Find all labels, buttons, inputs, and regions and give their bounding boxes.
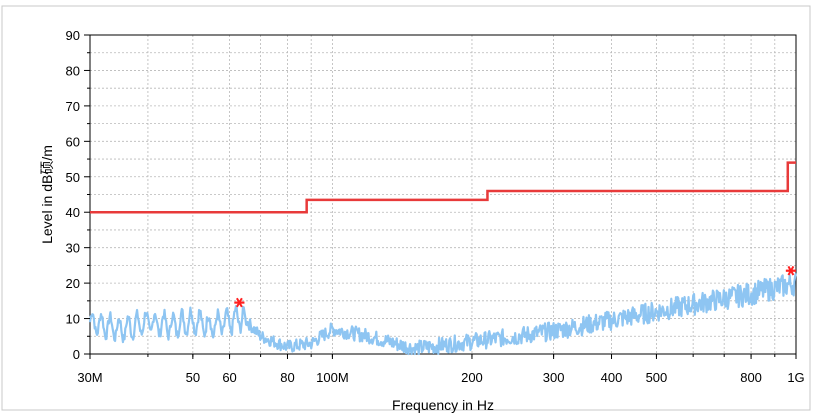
peak-marker	[785, 265, 796, 276]
y-axis: 0 10 20 30 40 50 60 70 80 90	[66, 28, 90, 362]
peak-marker	[234, 297, 245, 308]
x-tick-label: 500	[646, 370, 668, 385]
x-tick-label: 50	[186, 370, 200, 385]
y-tick-label: 20	[66, 276, 80, 291]
x-axis-label: Frequency in Hz	[392, 397, 494, 413]
x-tick-label: 1G	[787, 370, 804, 385]
x-tick-label: 60	[222, 370, 236, 385]
series-layer	[88, 161, 798, 356]
y-tick-label: 70	[66, 99, 80, 114]
x-tick-label: 200	[461, 370, 483, 385]
x-tick-label: 800	[740, 370, 762, 385]
x-tick-label: 100M	[316, 370, 349, 385]
y-tick-label: 30	[66, 241, 80, 256]
x-tick-label: 400	[601, 370, 623, 385]
series-limit	[90, 161, 796, 214]
series-measured	[88, 272, 798, 356]
x-tick-label: 80	[280, 370, 294, 385]
y-tick-label: 90	[66, 28, 80, 43]
x-tick-label: 300	[543, 370, 565, 385]
y-axis-label: Level in dB硕/m	[39, 145, 55, 244]
y-tick-label: 0	[73, 347, 80, 362]
x-tick-label: 30M	[77, 370, 102, 385]
y-tick-label: 60	[66, 134, 80, 149]
y-tick-label: 10	[66, 312, 80, 327]
marker-layer	[234, 265, 796, 308]
x-axis: 30M 50 60 80 100M 200 300 400 500 800 1G	[77, 354, 805, 385]
y-tick-label: 80	[66, 63, 80, 78]
y-tick-label: 40	[66, 205, 80, 220]
y-tick-label: 50	[66, 170, 80, 185]
grid	[90, 35, 796, 354]
